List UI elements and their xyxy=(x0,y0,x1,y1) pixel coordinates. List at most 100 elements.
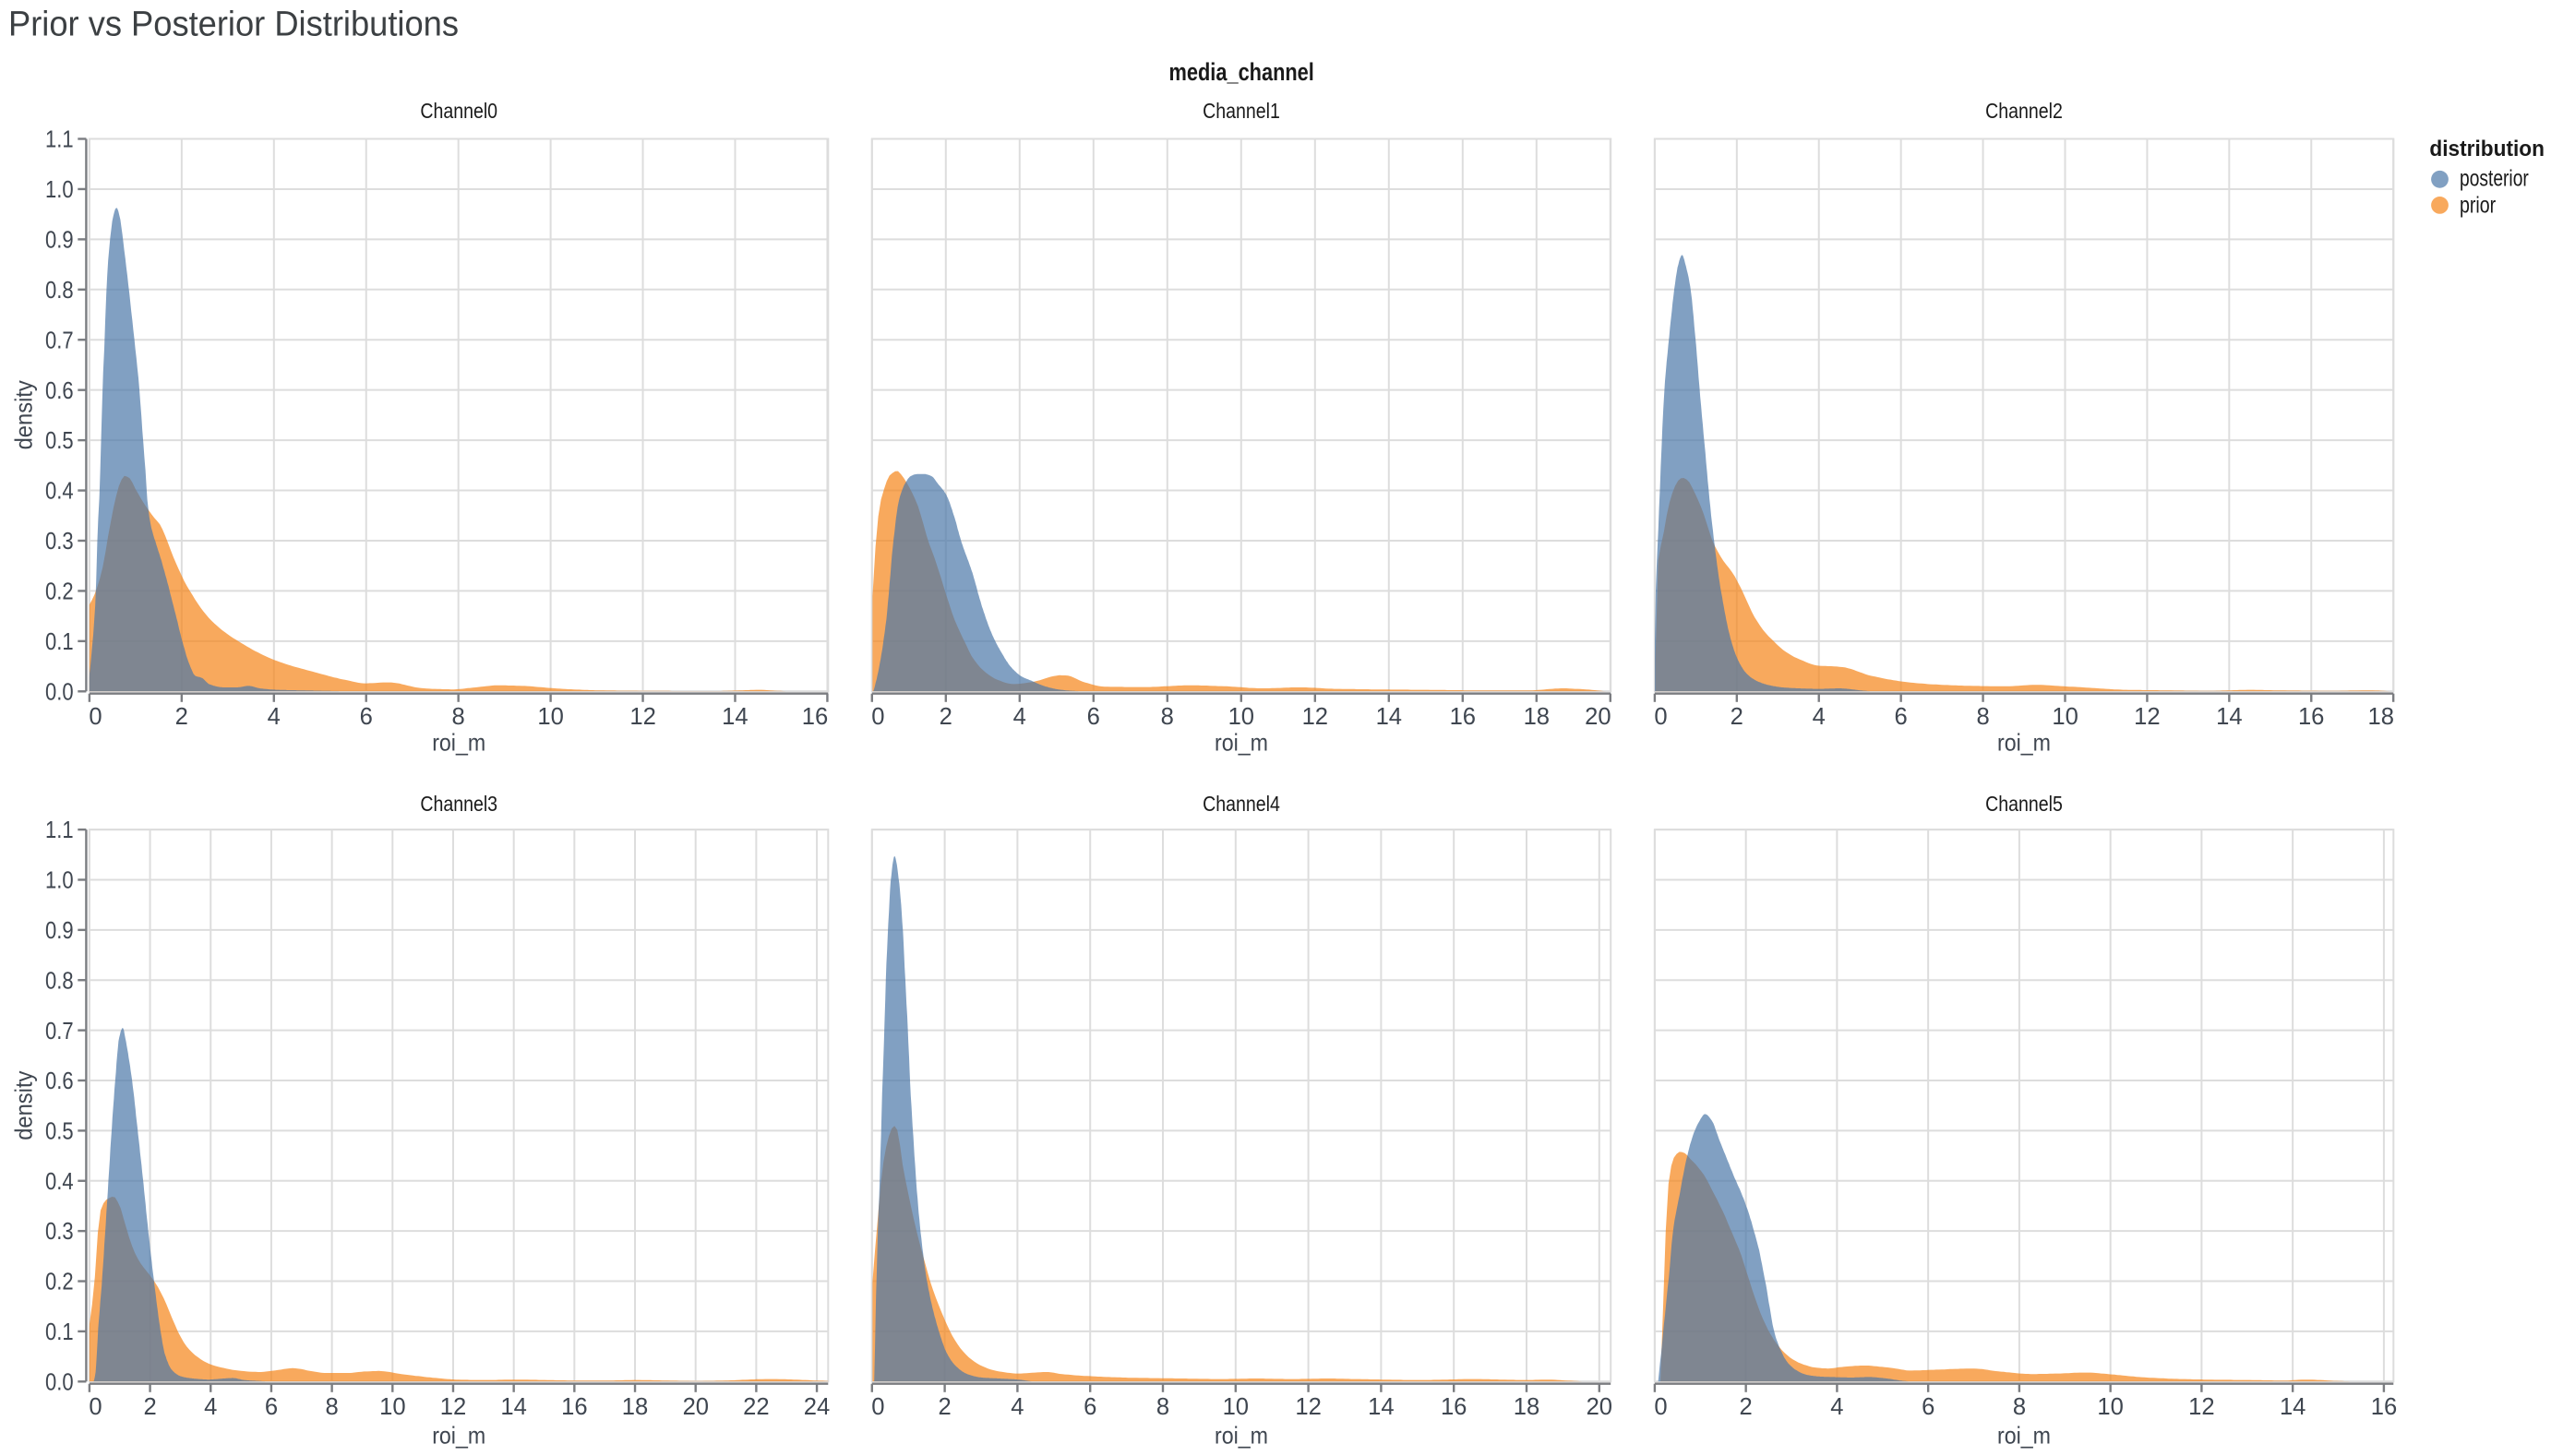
svg-text:0: 0 xyxy=(1654,1394,1667,1420)
svg-text:0: 0 xyxy=(1654,704,1667,730)
svg-text:18: 18 xyxy=(1524,704,1550,730)
svg-text:0.0: 0.0 xyxy=(45,679,74,705)
svg-text:12: 12 xyxy=(2134,704,2160,730)
svg-text:0.7: 0.7 xyxy=(45,328,74,353)
svg-text:2: 2 xyxy=(938,1394,951,1420)
svg-text:Channel5: Channel5 xyxy=(1985,792,2063,816)
svg-text:density: density xyxy=(12,1070,38,1140)
svg-text:Channel0: Channel0 xyxy=(420,99,497,123)
svg-text:14: 14 xyxy=(1368,1394,1394,1420)
svg-text:6: 6 xyxy=(1087,704,1100,730)
svg-text:16: 16 xyxy=(1441,1394,1467,1420)
svg-text:roi_m: roi_m xyxy=(1215,1424,1268,1450)
svg-text:media_channel: media_channel xyxy=(1169,58,1314,86)
svg-text:20: 20 xyxy=(683,1394,709,1420)
svg-text:18: 18 xyxy=(622,1394,648,1420)
svg-text:4: 4 xyxy=(1830,1394,1843,1420)
svg-text:0.2: 0.2 xyxy=(45,1270,74,1295)
svg-text:18: 18 xyxy=(1514,1394,1539,1420)
svg-text:roi_m: roi_m xyxy=(1997,731,2051,757)
svg-text:6: 6 xyxy=(1922,1394,1934,1420)
svg-text:10: 10 xyxy=(379,1394,405,1420)
svg-text:0.5: 0.5 xyxy=(45,1118,74,1144)
svg-text:1.1: 1.1 xyxy=(45,127,74,153)
svg-text:0.6: 0.6 xyxy=(45,378,74,404)
svg-text:Channel2: Channel2 xyxy=(1985,99,2063,123)
svg-text:10: 10 xyxy=(1223,1394,1249,1420)
svg-text:16: 16 xyxy=(802,704,828,730)
svg-text:6: 6 xyxy=(1894,704,1907,730)
svg-text:0.8: 0.8 xyxy=(45,968,74,994)
svg-text:14: 14 xyxy=(1376,704,1402,730)
svg-text:Channel3: Channel3 xyxy=(420,792,497,816)
svg-text:8: 8 xyxy=(451,704,464,730)
svg-text:16: 16 xyxy=(561,1394,587,1420)
svg-text:12: 12 xyxy=(629,704,655,730)
svg-text:12: 12 xyxy=(2188,1394,2214,1420)
svg-text:16: 16 xyxy=(2298,704,2324,730)
svg-text:Prior vs Posterior Distributio: Prior vs Posterior Distributions xyxy=(8,5,459,44)
svg-text:posterior: posterior xyxy=(2460,166,2529,192)
svg-text:2: 2 xyxy=(1731,704,1743,730)
svg-text:density: density xyxy=(12,380,38,449)
svg-text:6: 6 xyxy=(265,1394,278,1420)
svg-text:4: 4 xyxy=(204,1394,217,1420)
svg-text:8: 8 xyxy=(1976,704,1989,730)
svg-text:2: 2 xyxy=(143,1394,156,1420)
svg-text:roi_m: roi_m xyxy=(1215,731,1268,757)
svg-text:12: 12 xyxy=(1295,1394,1321,1420)
svg-text:6: 6 xyxy=(360,704,373,730)
svg-text:16: 16 xyxy=(2371,1394,2397,1420)
svg-text:prior: prior xyxy=(2460,192,2496,218)
svg-text:0.9: 0.9 xyxy=(45,227,74,253)
svg-text:4: 4 xyxy=(268,704,281,730)
svg-text:10: 10 xyxy=(537,704,563,730)
svg-text:6: 6 xyxy=(1084,1394,1096,1420)
svg-text:Channel4: Channel4 xyxy=(1203,792,1280,816)
svg-text:0.5: 0.5 xyxy=(45,428,74,454)
svg-text:12: 12 xyxy=(1302,704,1328,730)
svg-text:10: 10 xyxy=(1228,704,1254,730)
svg-text:0.9: 0.9 xyxy=(45,918,74,944)
svg-text:0: 0 xyxy=(871,1394,884,1420)
svg-text:10: 10 xyxy=(2097,1394,2123,1420)
svg-text:roi_m: roi_m xyxy=(432,731,485,757)
svg-text:24: 24 xyxy=(804,1394,830,1420)
svg-text:0: 0 xyxy=(89,704,102,730)
svg-text:14: 14 xyxy=(722,704,748,730)
svg-text:0.1: 0.1 xyxy=(45,1319,74,1345)
svg-text:4: 4 xyxy=(1011,1394,1024,1420)
svg-text:0.1: 0.1 xyxy=(45,629,74,655)
svg-text:20: 20 xyxy=(1587,1394,1612,1420)
svg-text:18: 18 xyxy=(2368,704,2394,730)
svg-text:0.3: 0.3 xyxy=(45,529,74,555)
svg-text:0.6: 0.6 xyxy=(45,1068,74,1094)
svg-text:10: 10 xyxy=(2052,704,2078,730)
svg-text:0.4: 0.4 xyxy=(45,1169,74,1195)
svg-text:0.7: 0.7 xyxy=(45,1019,74,1044)
svg-text:0.8: 0.8 xyxy=(45,278,74,304)
svg-text:0: 0 xyxy=(89,1394,102,1420)
svg-text:8: 8 xyxy=(1156,1394,1169,1420)
svg-text:Channel1: Channel1 xyxy=(1203,99,1280,123)
svg-text:22: 22 xyxy=(743,1394,769,1420)
svg-text:14: 14 xyxy=(500,1394,526,1420)
svg-text:12: 12 xyxy=(440,1394,466,1420)
svg-text:20: 20 xyxy=(1585,704,1611,730)
svg-text:4: 4 xyxy=(1013,704,1026,730)
svg-text:0.4: 0.4 xyxy=(45,479,74,505)
svg-text:4: 4 xyxy=(1813,704,1826,730)
svg-text:14: 14 xyxy=(2280,1394,2305,1420)
svg-text:14: 14 xyxy=(2216,704,2242,730)
svg-text:1.0: 1.0 xyxy=(45,868,74,894)
svg-text:0: 0 xyxy=(871,704,884,730)
svg-text:0.2: 0.2 xyxy=(45,579,74,605)
svg-text:8: 8 xyxy=(325,1394,338,1420)
svg-text:distribution: distribution xyxy=(2429,137,2545,161)
svg-text:1.1: 1.1 xyxy=(45,818,74,843)
svg-text:1.0: 1.0 xyxy=(45,177,74,203)
svg-text:2: 2 xyxy=(940,704,952,730)
svg-text:roi_m: roi_m xyxy=(1997,1424,2051,1450)
svg-text:0.0: 0.0 xyxy=(45,1369,74,1395)
svg-text:2: 2 xyxy=(175,704,188,730)
